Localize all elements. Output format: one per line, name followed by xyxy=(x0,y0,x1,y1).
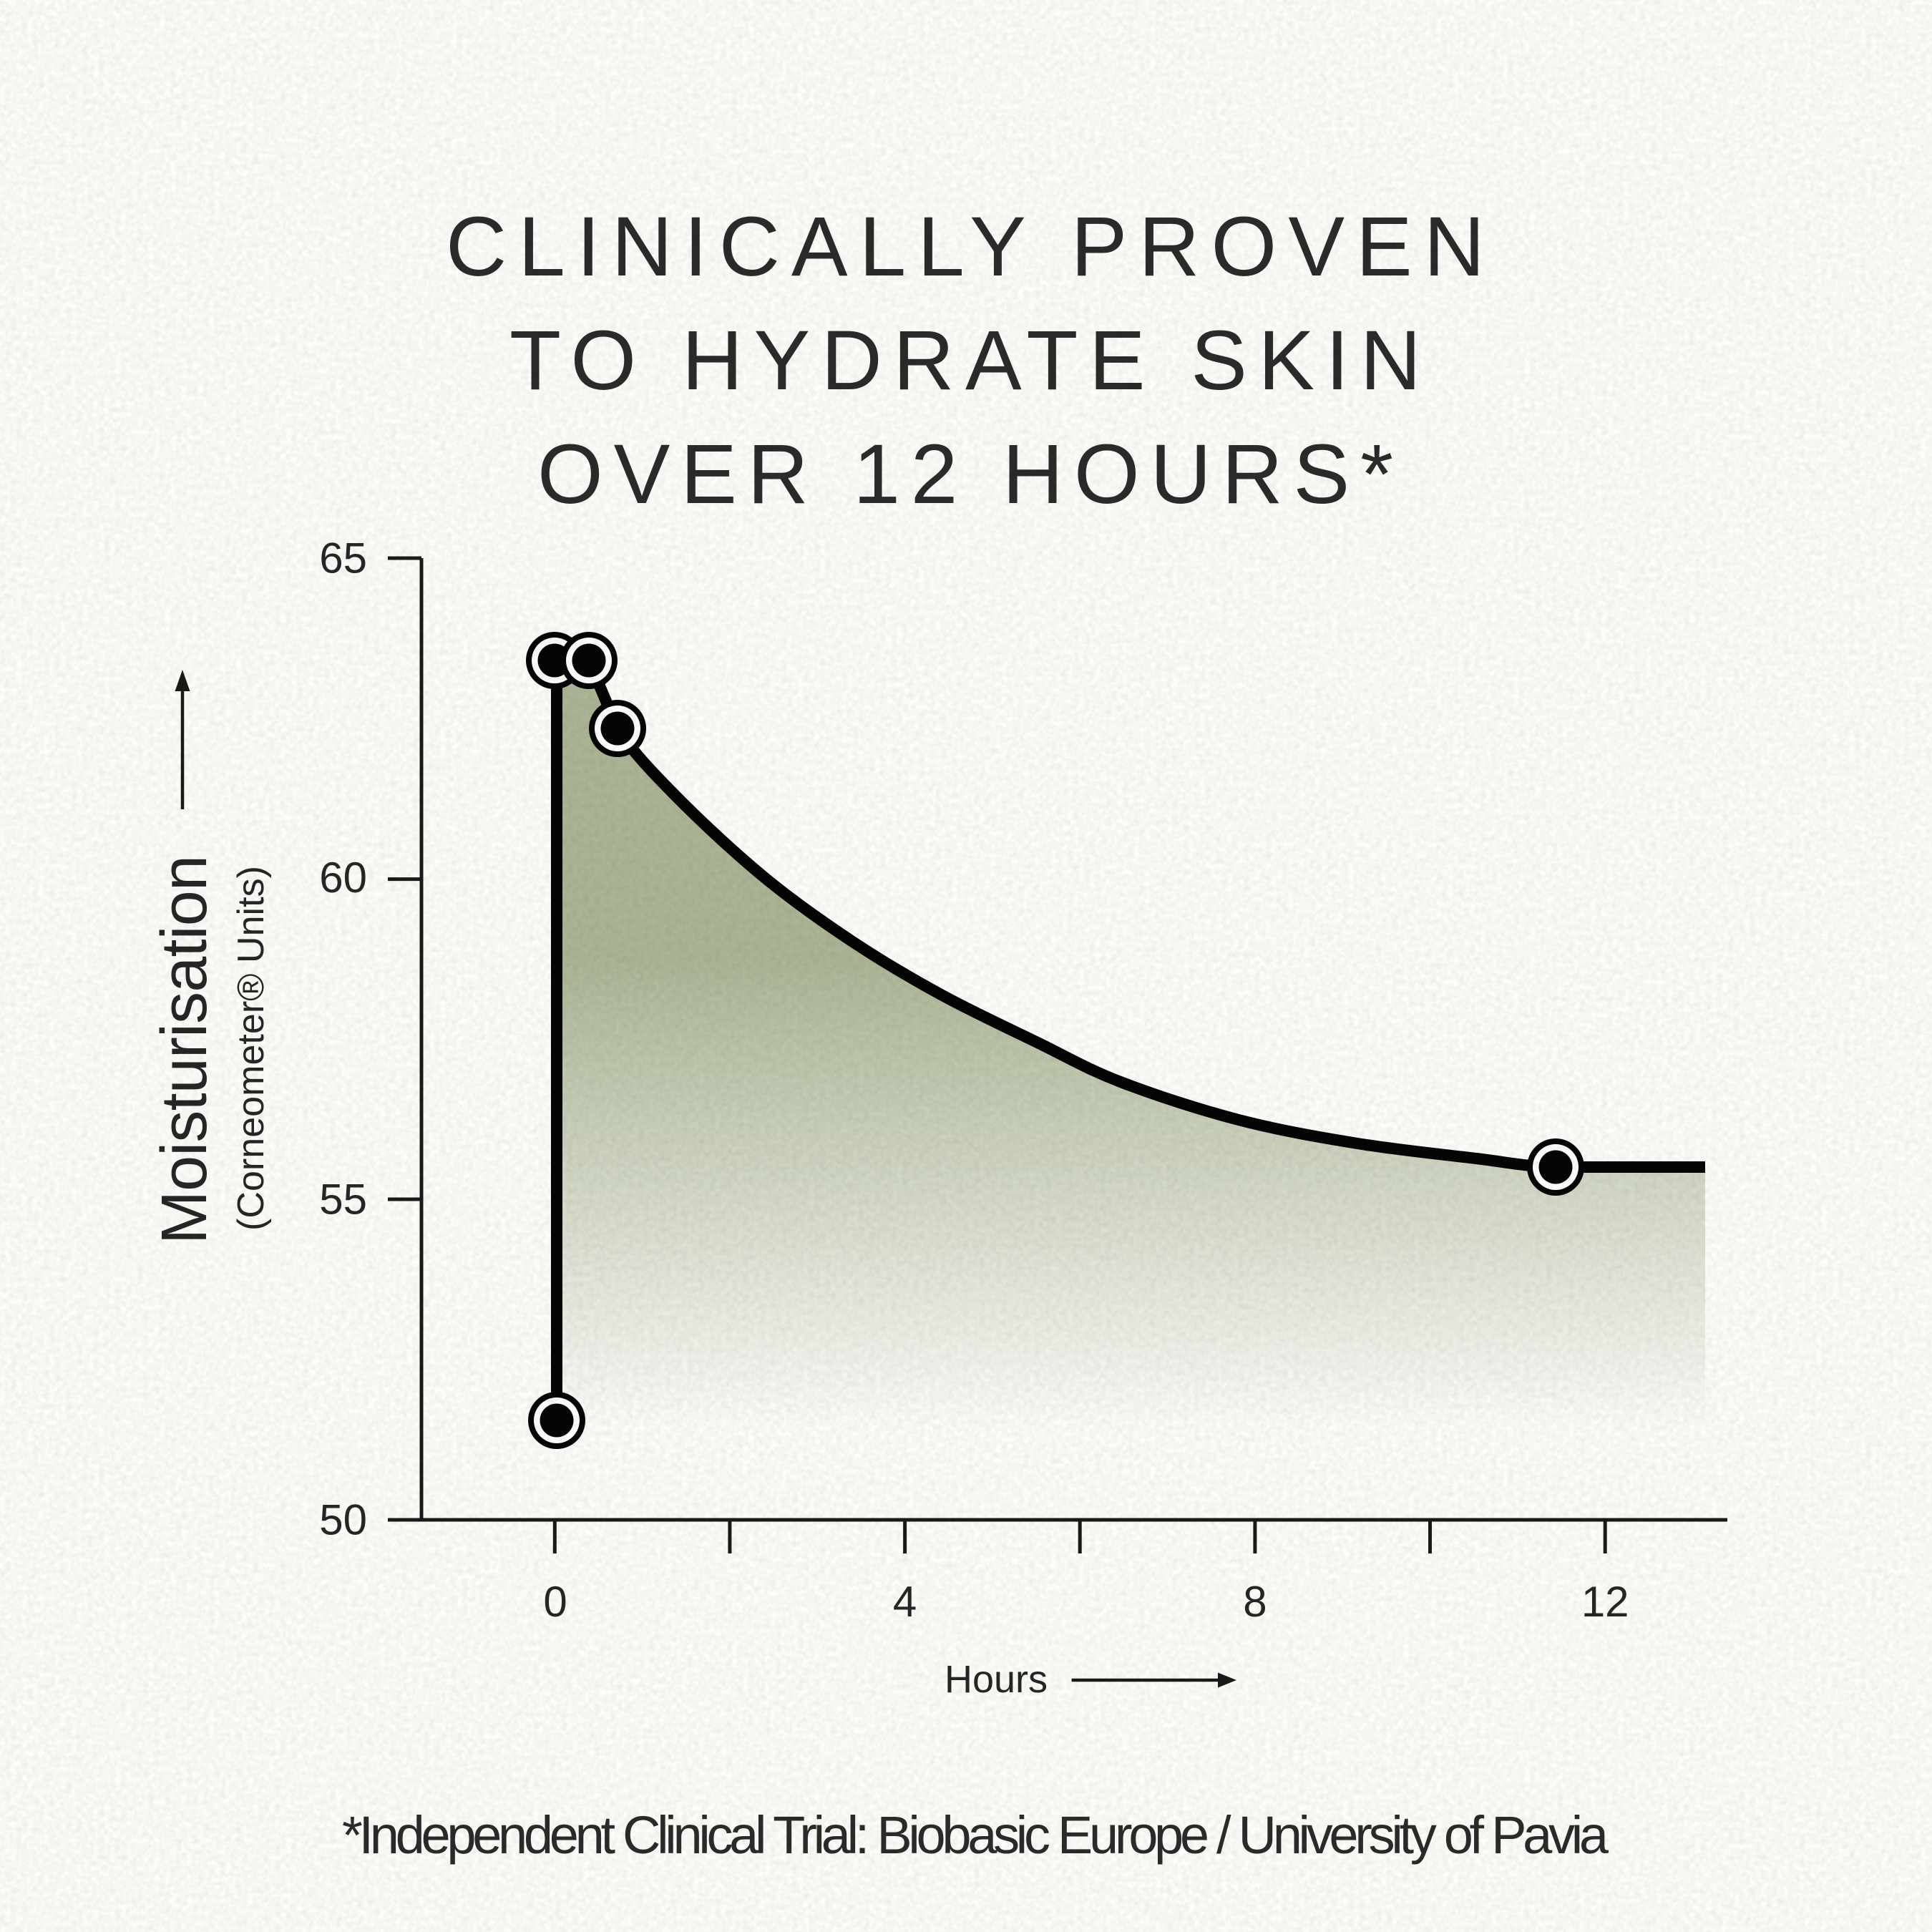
svg-text:50: 50 xyxy=(319,1496,367,1544)
svg-text:12: 12 xyxy=(1581,1578,1629,1626)
svg-text:65: 65 xyxy=(319,535,367,582)
svg-text:(Corneometer® Units): (Corneometer® Units) xyxy=(230,866,272,1231)
svg-text:8: 8 xyxy=(1243,1578,1267,1626)
svg-text:Hours: Hours xyxy=(945,1658,1048,1701)
svg-text:0: 0 xyxy=(543,1578,567,1626)
svg-text:*Independent Clinical Trial: B: *Independent Clinical Trial: Biobasic Eu… xyxy=(342,1805,1609,1865)
svg-text:TO HYDRATE SKIN: TO HYDRATE SKIN xyxy=(509,313,1421,408)
svg-text:55: 55 xyxy=(319,1176,367,1224)
svg-text:60: 60 xyxy=(319,854,367,902)
svg-text:Moisturisation: Moisturisation xyxy=(149,855,220,1244)
svg-text:4: 4 xyxy=(893,1578,917,1626)
